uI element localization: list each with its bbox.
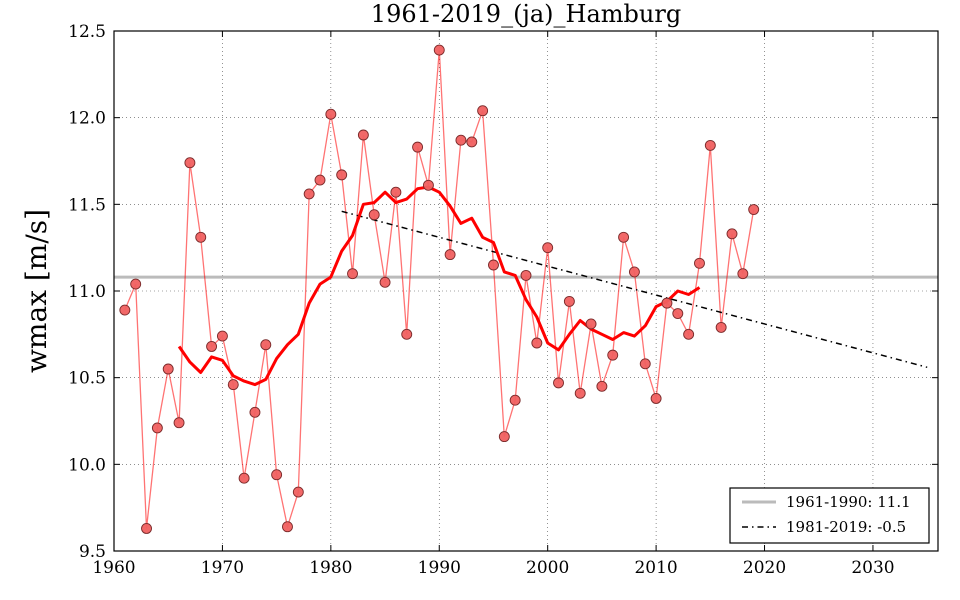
- x-tick-label: 1960: [92, 558, 135, 578]
- data-point: [694, 257, 705, 269]
- y-axis-label: wmax [m/s]: [20, 209, 53, 373]
- chart-title: 1961-2019_(ja)_Hamburg: [371, 0, 681, 28]
- data-point: [292, 486, 304, 498]
- data-point: [347, 268, 358, 280]
- data-point: [455, 134, 467, 146]
- grid: [114, 30, 938, 552]
- data-point: [498, 431, 510, 443]
- data-point: [195, 231, 207, 243]
- y-tick-label: 12.0: [68, 109, 106, 129]
- y-tick-label: 10.0: [68, 455, 106, 475]
- data-point: [390, 186, 402, 198]
- data-point: [119, 304, 131, 316]
- data-point: [574, 387, 586, 399]
- data-point: [563, 295, 575, 307]
- data-point: [314, 174, 326, 186]
- data-point: [444, 249, 456, 261]
- data-point: [661, 297, 673, 309]
- data-point: [650, 393, 662, 404]
- data-point: [672, 308, 684, 319]
- plot-lines: [114, 50, 938, 530]
- x-tick-label: 2010: [634, 558, 677, 578]
- data-point: [618, 231, 630, 243]
- x-tick-label: 2030: [851, 558, 894, 578]
- data-point: [412, 141, 424, 153]
- data-point: [282, 521, 293, 533]
- data-point: [227, 379, 239, 391]
- data-point: [238, 472, 250, 484]
- data-point: [639, 358, 651, 370]
- data-point: [607, 349, 619, 361]
- data-point: [379, 276, 391, 288]
- data-point: [596, 380, 608, 392]
- data-point: [141, 523, 152, 534]
- data-point: [726, 228, 738, 240]
- data-point: [216, 330, 228, 342]
- data-point: [422, 179, 434, 191]
- data-point: [520, 269, 532, 281]
- data-point: [271, 469, 283, 481]
- y-tick-label: 11.5: [68, 195, 106, 215]
- data-point: [715, 321, 727, 333]
- legend-label-trend: 1981-2019: -0.5: [786, 518, 906, 536]
- data-point: [173, 417, 185, 429]
- data-point: [260, 339, 272, 351]
- data-point: [683, 328, 695, 340]
- data-point: [553, 377, 564, 389]
- data-point: [433, 44, 445, 56]
- x-tick-label: 2000: [526, 558, 569, 578]
- data-point: [368, 209, 380, 221]
- data-point: [585, 318, 597, 330]
- data-point: [477, 105, 489, 117]
- data-point: [249, 406, 261, 418]
- data-markers: [119, 44, 760, 534]
- data-point: [704, 139, 716, 151]
- data-point: [336, 169, 348, 181]
- data-point: [531, 337, 543, 349]
- data-point: [628, 266, 640, 278]
- data-point: [748, 204, 760, 215]
- data-point: [151, 422, 163, 434]
- annual-series-line: [124, 50, 755, 530]
- data-point: [488, 259, 499, 271]
- data-point: [130, 278, 142, 290]
- data-point: [325, 108, 337, 120]
- data-point: [401, 328, 413, 340]
- data-point: [542, 242, 554, 254]
- x-tick-label: 1990: [418, 558, 461, 578]
- data-point: [737, 268, 749, 280]
- running-mean-line: [177, 185, 701, 387]
- y-tick-label: 9.5: [79, 542, 106, 562]
- data-point: [162, 363, 174, 375]
- legend-box: [729, 487, 930, 544]
- data-point: [509, 394, 521, 406]
- data-point: [184, 157, 196, 169]
- axes: 1960 1970 1980 1990 2000 2010 2020 2030 9.5 10.0 1…: [68, 22, 939, 578]
- y-tick-label: 12.5: [68, 22, 106, 42]
- trend-line: [341, 210, 928, 369]
- y-tick-label: 11.0: [68, 282, 106, 302]
- legend-label-reference: 1961-1990: 11.1: [786, 493, 911, 511]
- y-tick-label: 10.5: [68, 369, 106, 389]
- legend: 1961-1990: 11.1 1981-2019: -0.5: [729, 487, 930, 544]
- data-point: [466, 136, 478, 148]
- data-point: [357, 129, 369, 141]
- data-point: [206, 341, 218, 352]
- data-point: [303, 188, 315, 200]
- x-tick-label: 1980: [309, 558, 352, 578]
- x-tick-label: 2020: [743, 558, 786, 578]
- x-tick-label: 1970: [201, 558, 244, 578]
